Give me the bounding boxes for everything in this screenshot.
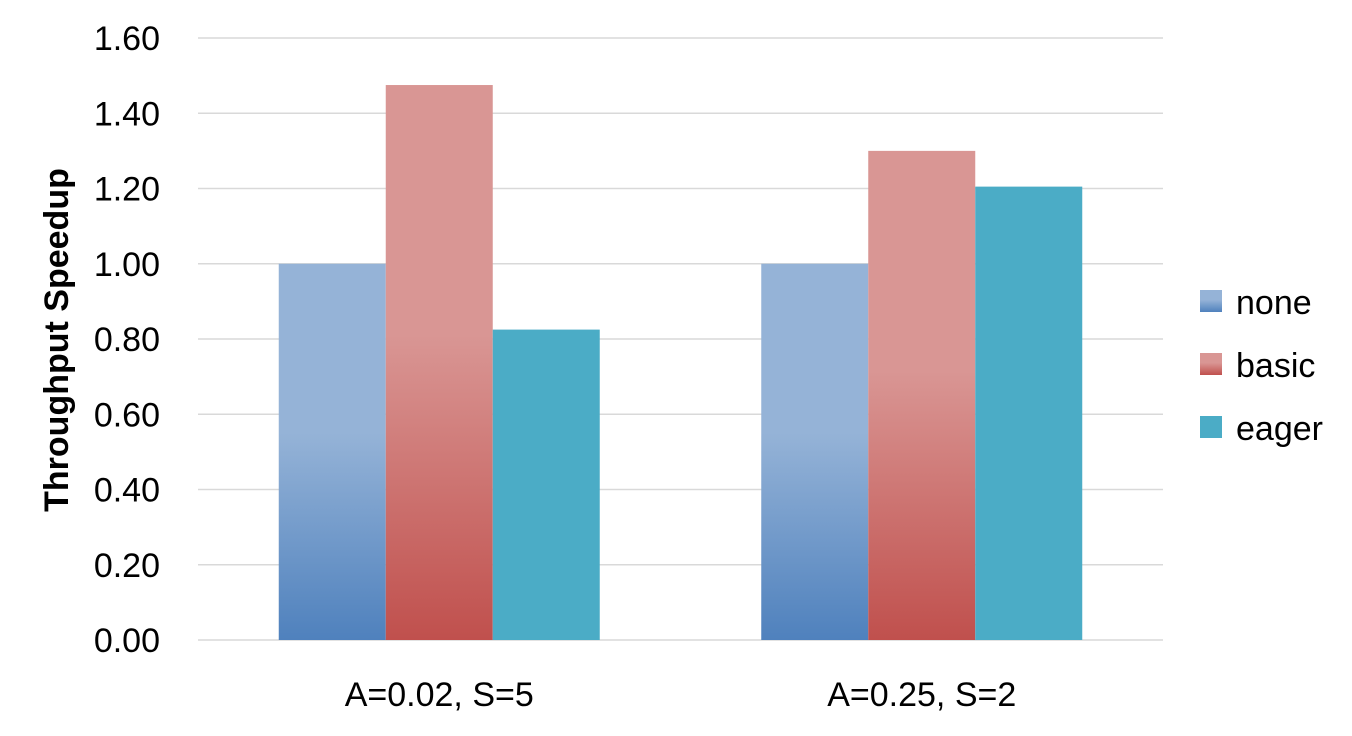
y-tick-label: 0.20 — [94, 547, 160, 585]
legend-swatch-basic — [1200, 353, 1222, 375]
bar-none — [278, 263, 386, 640]
legend-swatch-none — [1200, 290, 1222, 312]
y-tick-label: 0.00 — [94, 622, 160, 660]
bar-eager — [492, 329, 600, 640]
y-tick-label: 1.60 — [94, 20, 160, 58]
legend-swatch-eager — [1200, 416, 1222, 438]
y-tick-label: 0.80 — [94, 321, 160, 359]
y-tick-label: 0.40 — [94, 472, 160, 510]
y-tick-label: 1.00 — [94, 246, 160, 284]
category-label: A=0.02, S=5 — [345, 676, 534, 714]
category-label: A=0.25, S=2 — [827, 676, 1016, 714]
category-labels: A=0.02, S=5 A=0.25, S=2 — [345, 676, 1017, 714]
legend-label-eager: eager — [1236, 410, 1323, 448]
y-tick-label: 1.20 — [94, 171, 160, 209]
bar-basic — [385, 85, 493, 640]
bar-eager — [975, 186, 1083, 640]
y-tick-label: 1.40 — [94, 95, 160, 133]
bar-none — [761, 263, 869, 640]
y-tick-labels: 0.00 0.20 0.40 0.60 0.80 1.00 1.20 1.40 1.60 — [94, 20, 160, 660]
y-tick-label: 0.60 — [94, 396, 160, 434]
legend: none basic eager — [1200, 284, 1323, 448]
legend-label-none: none — [1236, 284, 1312, 322]
bar-basic — [868, 150, 976, 640]
y-axis-title: Throughput Speedup — [38, 168, 76, 512]
bars — [278, 85, 1083, 640]
legend-label-basic: basic — [1236, 347, 1315, 385]
